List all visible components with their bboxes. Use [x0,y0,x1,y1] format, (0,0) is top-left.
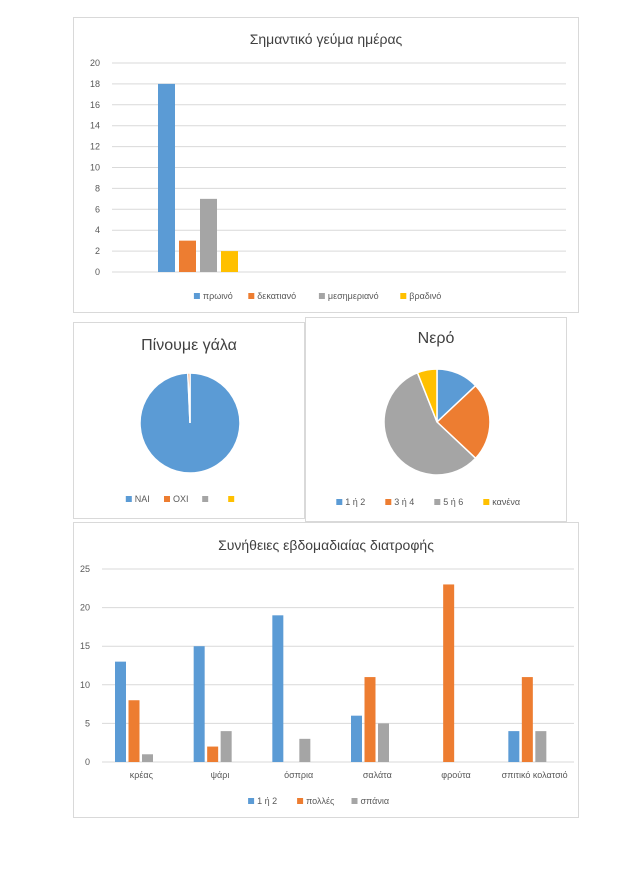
chart-title: Σημαντικό γεύμα ημέρας [249,31,403,47]
chart-title: Συνήθειες εβδομαδιαίας διατροφής [218,537,434,553]
y-tick-label: 25 [80,564,90,574]
y-tick-label: 20 [90,58,100,68]
pie-slice-2 [435,384,491,460]
legend-swatch [193,293,200,299]
bar-2-2 [207,746,219,762]
bar-3-1 [142,754,153,762]
chart-milk-plot: ΝΑΙ ΟΧΙ [125,372,241,504]
y-tick-label: 0 [85,757,90,767]
chart-water: Νερό 1 ή 2 3 ή 4 5 ή 6 κανένα [305,317,567,522]
y-tick-label: 12 [90,142,100,152]
y-tick-label: 2 [95,246,100,256]
bar-2-6 [521,677,533,762]
legend-swatch [351,798,358,804]
chart-water-plot: 1 ή 2 3 ή 4 5 ή 6 κανένα [336,368,520,507]
legend-swatch [248,798,255,804]
y-tick-label: 15 [80,641,90,651]
bar-3-1 [200,198,217,272]
bar-1-1 [158,83,175,273]
bar-3-6 [535,731,547,762]
bar-2-5 [443,584,455,762]
bar-2-4 [364,677,376,762]
legend-swatch [434,499,441,505]
pie-slice-2 [187,372,191,424]
y-tick-label: 14 [90,121,100,131]
legend-label: πολλές [306,796,335,806]
y-tick-label: 8 [95,183,100,193]
legend-swatch [318,293,325,299]
x-tick-label: όσπρια [284,770,313,780]
x-tick-label: σπιτικό κολατσιό [502,770,568,780]
legend-label: ΝΑΙ [135,494,150,504]
chart-milk: Πίνουμε γάλα ΝΑΙ ΟΧΙ [73,322,305,519]
x-tick-label: σαλάτα [363,770,392,780]
legend-label: 5 ή 6 [443,497,463,507]
bar-1-6 [508,731,520,762]
chart-weekly-diet: Συνήθειες εβδομαδιαίας διατροφής 0 5 10 15 2… [73,522,579,818]
y-tick-label: 0 [95,267,100,277]
bar-3-3 [299,738,311,762]
legend-label: ΟΧΙ [173,494,189,504]
chart-title: Νερό [417,330,455,347]
bar-2-1 [128,700,140,762]
chart-weekly-diet-plot: 0 5 10 15 20 25 κρέας ψάρι όσπρια σαλάτα φρούτα σπι… [80,564,574,806]
legend-swatch [125,496,132,502]
legend-swatch [297,798,304,804]
y-tick-label: 20 [80,603,90,613]
y-tick-label: 4 [95,225,100,235]
bar-2-1 [179,240,196,272]
bar-3-4 [378,723,389,762]
legend-swatch [202,496,209,502]
pie-slice-3 [383,371,477,476]
legend-label: βραδινό [409,291,441,301]
legend-label: 1 ή 2 [257,796,277,806]
bar-1-4 [351,715,362,762]
legend-swatch [228,496,235,502]
x-tick-label: φρούτα [441,770,471,780]
legend-label: μεσημεριανό [328,291,379,301]
legend-label: σπάνια [361,796,390,806]
legend-swatch [248,293,255,299]
legend-swatch [483,499,490,505]
chart-main-meal: Σημαντικό γεύμα ημέρας 0 2 4 6 8 10 12 14 16 18 20… [73,17,579,313]
bar-1-3 [272,615,284,762]
legend-swatch [385,499,392,505]
legend-swatch [336,499,343,505]
y-tick-label: 6 [95,204,100,214]
x-tick-label: ψάρι [211,770,230,780]
legend-label: κανένα [492,497,520,507]
legend-label: 1 ή 2 [345,497,365,507]
pie-slice-4 [416,368,438,423]
bar-1-2 [193,646,205,762]
legend-label: δεκατιανό [257,291,296,301]
bar-1-1 [115,661,126,762]
y-tick-label: 10 [80,680,90,690]
legend-swatch [164,496,170,502]
y-tick-label: 16 [90,100,100,110]
y-tick-label: 10 [90,163,100,173]
y-tick-label: 18 [90,79,100,89]
x-tick-label: κρέας [130,770,154,780]
legend-label: πρωινό [203,291,233,301]
chart-title: Πίνουμε γάλα [141,337,237,354]
legend-swatch [400,293,407,299]
y-tick-label: 5 [85,718,90,728]
bar-3-2 [220,731,232,762]
bar-4-1 [221,251,238,272]
legend-label: 3 ή 4 [394,497,414,507]
chart-main-meal-plot: 0 2 4 6 8 10 12 14 16 18 20 πρωινό δεκατιανό μεσημερι… [90,58,566,301]
